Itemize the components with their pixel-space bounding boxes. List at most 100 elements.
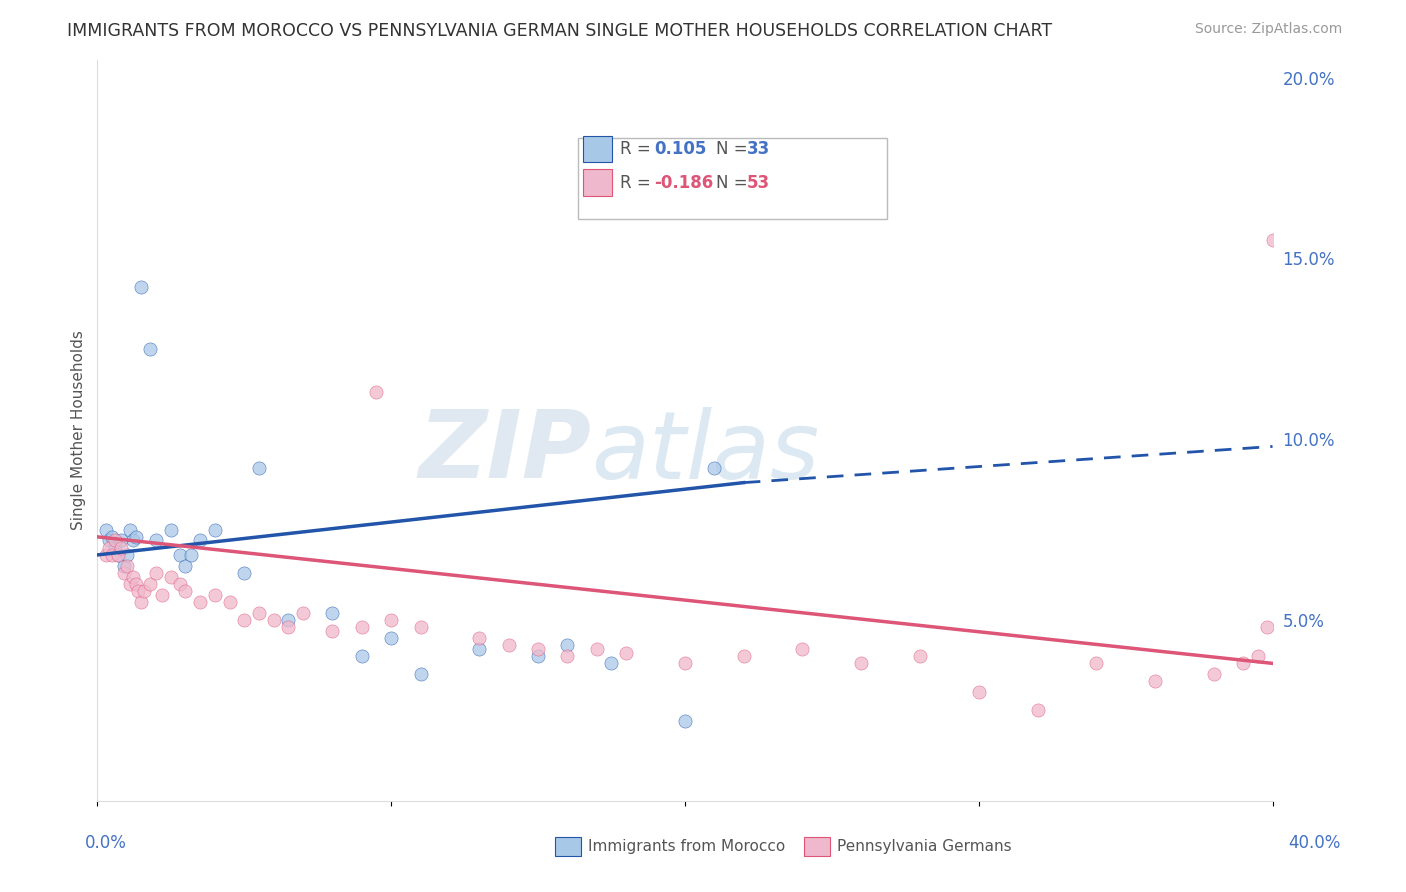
Point: [204, 588, 226, 602]
Point: [169, 548, 191, 562]
Point: [585, 641, 607, 656]
Point: [98, 541, 121, 555]
Point: [557, 649, 579, 664]
Point: [247, 606, 270, 620]
Point: [134, 584, 156, 599]
Point: [792, 641, 814, 656]
Point: [145, 533, 167, 548]
Point: [104, 533, 127, 548]
Point: [131, 280, 153, 294]
Point: [557, 638, 579, 652]
Point: [159, 569, 181, 583]
Point: [468, 631, 491, 645]
Point: [110, 533, 132, 548]
Point: [169, 577, 191, 591]
Y-axis label: Single Mother Households: Single Mother Households: [72, 330, 86, 530]
Text: Pennsylvania Germans: Pennsylvania Germans: [837, 839, 1011, 854]
Point: [409, 620, 432, 634]
Point: [350, 649, 373, 664]
Text: R =: R =: [620, 174, 657, 192]
Point: [188, 595, 211, 609]
Point: [733, 649, 755, 664]
Point: [468, 641, 491, 656]
Point: [121, 569, 143, 583]
Point: [98, 533, 121, 548]
Point: [600, 657, 623, 671]
Point: [204, 523, 226, 537]
Point: [139, 342, 162, 356]
Point: [107, 548, 129, 562]
Point: [380, 613, 402, 627]
Point: [1247, 649, 1270, 664]
Point: [110, 541, 132, 555]
Point: [263, 613, 285, 627]
Point: [118, 523, 141, 537]
Point: [673, 714, 696, 729]
Point: [321, 624, 343, 638]
Text: N =: N =: [716, 140, 752, 158]
Point: [159, 523, 181, 537]
Text: atlas: atlas: [591, 407, 820, 498]
Text: 33: 33: [747, 140, 770, 158]
Point: [107, 548, 129, 562]
Point: [277, 620, 299, 634]
Point: [247, 461, 270, 475]
Point: [127, 584, 149, 599]
Point: [1026, 703, 1049, 717]
Point: [96, 523, 118, 537]
Point: [233, 613, 256, 627]
Point: [1143, 674, 1166, 689]
Point: [321, 606, 343, 620]
Point: [703, 461, 725, 475]
Text: ZIP: ZIP: [418, 407, 591, 499]
Point: [851, 657, 873, 671]
Text: 40.0%: 40.0%: [1288, 834, 1341, 852]
Point: [380, 631, 402, 645]
Point: [124, 530, 146, 544]
Point: [115, 548, 138, 562]
Point: [1202, 667, 1225, 681]
Text: 53: 53: [747, 174, 769, 192]
Point: [277, 613, 299, 627]
Point: [150, 588, 173, 602]
Point: [96, 548, 118, 562]
Point: [366, 385, 388, 400]
Point: [121, 533, 143, 548]
Point: [174, 584, 197, 599]
Text: Immigrants from Morocco: Immigrants from Morocco: [588, 839, 785, 854]
Point: [614, 646, 637, 660]
Point: [1261, 233, 1284, 247]
Point: [188, 533, 211, 548]
Point: [112, 558, 135, 573]
Point: [118, 577, 141, 591]
Point: [1256, 620, 1278, 634]
Point: [527, 649, 550, 664]
Point: [104, 541, 127, 555]
Point: [112, 566, 135, 580]
Point: [498, 638, 520, 652]
Point: [101, 548, 124, 562]
Point: [967, 685, 990, 699]
Point: [115, 558, 138, 573]
Text: N =: N =: [716, 174, 752, 192]
Point: [292, 606, 315, 620]
Text: 0.0%: 0.0%: [84, 834, 127, 852]
Point: [218, 595, 240, 609]
Point: [908, 649, 931, 664]
Point: [139, 577, 162, 591]
Point: [1232, 657, 1254, 671]
Point: [101, 530, 124, 544]
Point: [180, 548, 202, 562]
Text: Source: ZipAtlas.com: Source: ZipAtlas.com: [1195, 22, 1343, 37]
Point: [527, 641, 550, 656]
Point: [131, 595, 153, 609]
Text: -0.186: -0.186: [654, 174, 713, 192]
Point: [1085, 657, 1108, 671]
Point: [124, 577, 146, 591]
Point: [409, 667, 432, 681]
Point: [350, 620, 373, 634]
Point: [145, 566, 167, 580]
Text: IMMIGRANTS FROM MOROCCO VS PENNSYLVANIA GERMAN SINGLE MOTHER HOUSEHOLDS CORRELAT: IMMIGRANTS FROM MOROCCO VS PENNSYLVANIA …: [67, 22, 1053, 40]
Text: 0.105: 0.105: [654, 140, 706, 158]
Point: [233, 566, 256, 580]
